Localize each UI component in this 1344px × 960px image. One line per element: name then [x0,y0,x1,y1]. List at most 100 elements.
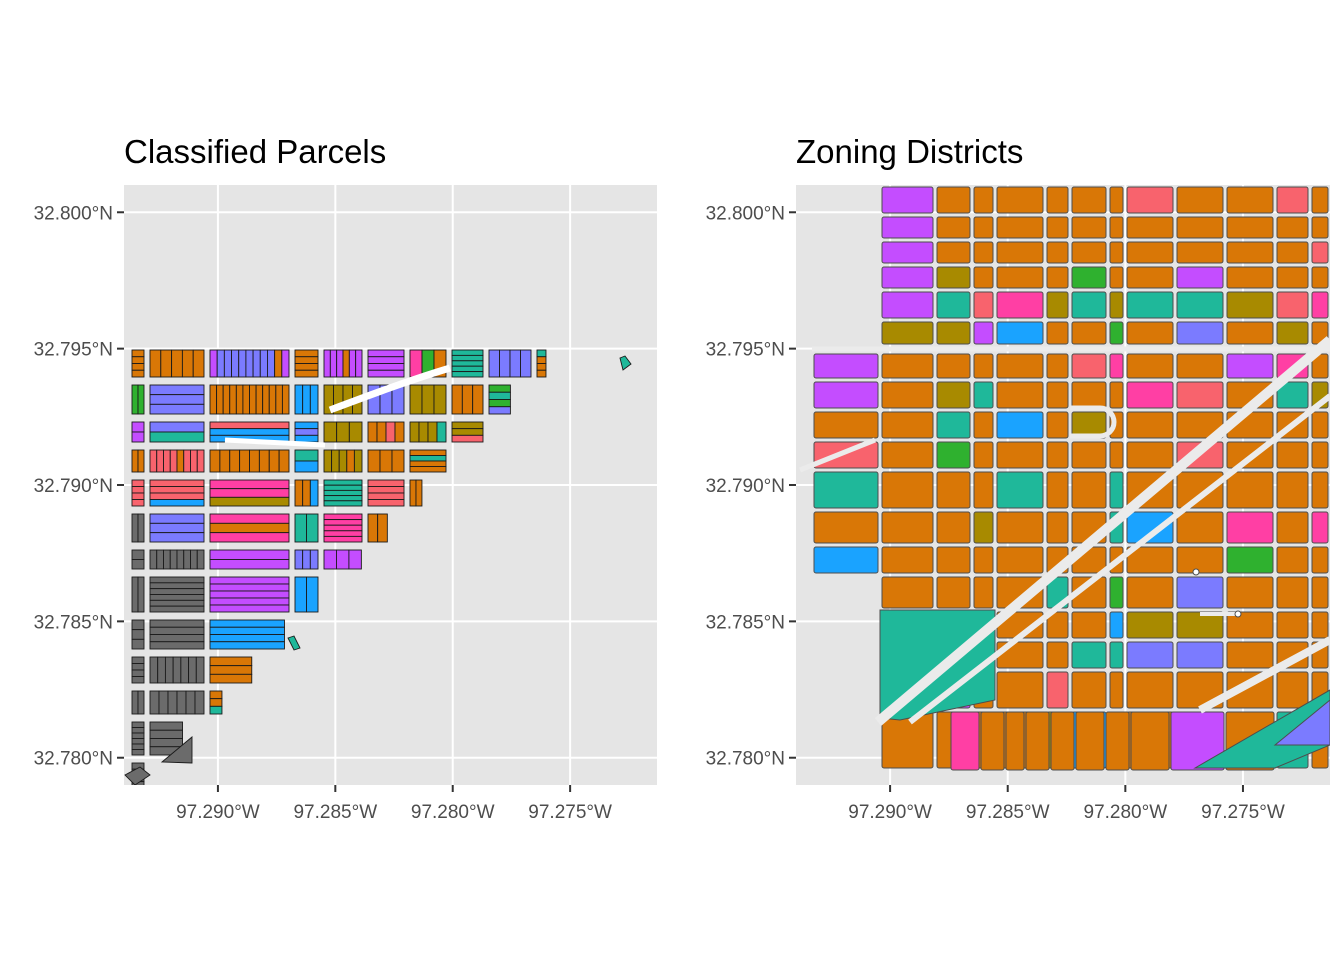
parcel [323,519,363,526]
parcel [294,363,319,371]
zoning-district [1071,611,1107,639]
parcel [131,690,139,715]
parcel [149,738,183,748]
parcel [149,421,205,433]
parcel [323,535,363,543]
zoning-district [1126,353,1174,379]
parcel [451,428,484,436]
parcel [353,449,363,473]
diagonal-street [874,336,1330,726]
parcel [278,449,290,473]
zoning-district [1311,186,1329,214]
zoning-district [973,186,994,214]
parcel [451,371,484,378]
zoning-district [881,216,934,239]
parcel [188,656,197,684]
parcel [156,549,164,570]
parcels-y-tick-label-1: 32.795°N [34,340,113,361]
parcel [195,656,205,684]
zoning-district [1170,711,1225,771]
parcel [163,449,171,473]
zoning-district [996,471,1044,509]
parcel [209,513,290,524]
zoning-district [1109,441,1124,469]
zoning-district [1071,266,1107,289]
parcel [131,431,145,443]
zoning-district [881,186,934,214]
zoning-district [1311,216,1329,239]
parcel [149,729,183,739]
parcels-x-tick-label-1: 97.285°W [293,802,377,823]
zoning-district [1226,186,1274,214]
parcel [377,513,388,543]
zoning-district [973,353,994,379]
parcel [281,384,290,415]
zoning-district [973,216,994,239]
parcel [209,634,285,643]
parcel [149,641,205,650]
parcel [306,576,319,613]
parcel [331,449,340,473]
zoning-district [1176,266,1224,289]
parcel [131,619,145,631]
zoning-district [1193,689,1330,769]
zoning-district [1126,321,1174,345]
zoning-district [1311,511,1329,544]
parcel [209,421,290,430]
zoning-x-tick-label-0: 97.290°W [848,802,932,823]
parcel [306,513,319,543]
zoning-district [1176,241,1224,264]
zoning-district [973,471,994,509]
parcel [336,549,350,570]
parcel [131,638,145,650]
zoning-district [936,576,971,609]
parcel [209,604,290,613]
zoning-district [1126,241,1174,264]
parcel [329,349,338,378]
parcel [367,449,381,473]
parcel [409,421,420,443]
parcel [281,349,290,378]
parcel [267,349,276,378]
zoning-district [1109,291,1124,319]
parcel [209,522,290,534]
parcel [348,421,363,443]
zoning-district [813,381,879,409]
zoning-district [996,353,1044,379]
parcel [391,449,405,473]
zoning-district [813,441,879,469]
parcel [149,690,160,715]
zoning-district [1071,471,1107,509]
zoning-district [1071,441,1107,469]
zoning-district [1071,291,1107,319]
zoning-district [1126,671,1174,709]
parcel [149,626,205,635]
zoning-district [1276,671,1309,709]
parcel [209,428,290,436]
zoning-district [1226,291,1274,319]
cul-de-sac [1070,405,1117,439]
parcel [268,384,277,415]
parcel [499,349,511,378]
parcel [302,479,311,507]
zoning-district [881,266,934,289]
cul-de-sac-end [1234,610,1242,618]
parcel [131,486,145,494]
parcel [209,549,290,560]
parcel [451,384,463,415]
parcel [181,349,194,378]
parcel [367,513,379,543]
parcel [367,492,405,500]
parcel [509,349,521,378]
zoning-district [1276,546,1309,574]
panel-title-classified-parcels: Classified Parcels [124,133,387,170]
parcel [488,349,500,378]
zoning-district [1046,441,1069,469]
zoning-district [1126,511,1174,544]
parcel [229,449,241,473]
zoning-district [1046,611,1069,639]
parcel [376,421,387,443]
parcel [209,590,290,599]
parcel [451,360,484,367]
